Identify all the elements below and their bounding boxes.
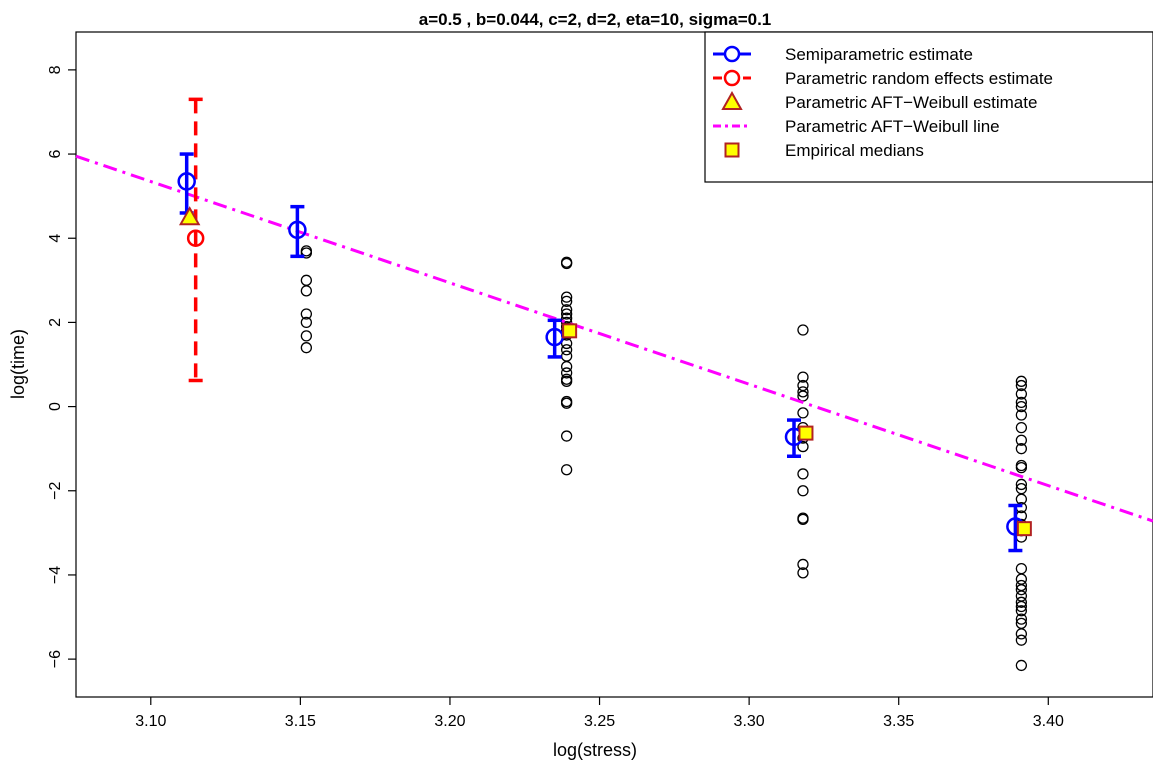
- x-tick-label: 3.30: [734, 713, 765, 730]
- observation-point: [1015, 605, 1028, 617]
- observation-point: [1015, 388, 1028, 400]
- x-axis-label: log(stress): [553, 740, 637, 760]
- empirical-median-point: [1016, 521, 1032, 537]
- observation-point: [300, 308, 313, 320]
- empirical-median-point: [798, 425, 814, 441]
- legend-label: Empirical medians: [785, 141, 924, 160]
- observation-point: [797, 468, 809, 480]
- observation-point: [797, 371, 809, 383]
- observation-point: [797, 485, 809, 497]
- observation-point: [560, 464, 573, 476]
- observation-point: [1015, 634, 1028, 646]
- y-tick-label: 4: [47, 234, 64, 243]
- y-tick-label: −4: [47, 566, 64, 584]
- observation-point: [300, 342, 313, 354]
- observation-point: [797, 386, 809, 398]
- observation-point: [560, 375, 573, 387]
- observation-point: [1015, 596, 1028, 608]
- legend: Semiparametric estimate Parametric random…: [704, 31, 1153, 183]
- plot-area-frame: [75, 31, 1153, 698]
- y-tick-label: −6: [47, 650, 64, 668]
- legend-swatch-marker: [724, 142, 740, 158]
- observation-point: [560, 397, 573, 409]
- observation-point: [300, 330, 313, 342]
- data-marks: [75, 97, 1153, 672]
- observation-point: [1015, 613, 1028, 625]
- semiparametric-point: [288, 220, 307, 240]
- x-tick-label: 3.35: [883, 713, 914, 730]
- observation-point: [560, 304, 573, 316]
- legend-label: Parametric random effects estimate: [785, 69, 1053, 88]
- observation-point: [1015, 379, 1028, 392]
- x-tick-label: 3.25: [584, 713, 615, 730]
- observation-point: [560, 295, 573, 308]
- chart-title: a=0.5 , b=0.044, c=2, d=2, eta=10, sigma…: [419, 10, 772, 29]
- y-axis-label: log(time): [8, 329, 28, 399]
- observation-point: [797, 558, 809, 571]
- empirical-median-point: [562, 323, 578, 339]
- observation-point: [797, 440, 809, 453]
- legend-swatch-marker: [723, 45, 741, 63]
- observation-point: [300, 285, 313, 297]
- observation-point: [1015, 600, 1028, 613]
- observation-point: [797, 324, 809, 336]
- observation-point: [1015, 421, 1028, 434]
- legend-label: Parametric AFT−Weibull estimate: [785, 93, 1037, 112]
- legend-swatch-marker: [721, 90, 743, 110]
- x-tick-label: 3.20: [434, 713, 465, 730]
- observation-point: [1015, 396, 1028, 409]
- observation-point: [1015, 461, 1028, 474]
- observation-point: [560, 291, 573, 303]
- observation-point: [1015, 375, 1028, 387]
- observation-point: [300, 316, 313, 329]
- semiparametric-point: [177, 172, 196, 191]
- observation-point: [560, 337, 573, 350]
- observation-point: [1015, 400, 1028, 413]
- y-tick-label: −2: [47, 482, 64, 500]
- aft-weibull-estimate-point: [178, 206, 201, 226]
- observation-point: [1015, 409, 1028, 421]
- observation-point: [1015, 584, 1028, 596]
- observation-point: [1015, 443, 1028, 455]
- observation-point: [560, 344, 573, 356]
- legend-label: Parametric AFT−Weibull line: [785, 117, 1000, 136]
- axes: 3.10 3.15 3.20 3.25 3.30 3.35 3.40 −6 −4 −2 0 2 4 6 8: [47, 65, 1064, 730]
- legend-swatch-marker: [723, 69, 741, 87]
- observation-point: [797, 513, 809, 526]
- x-tick-label: 3.10: [135, 713, 166, 730]
- observation-point: [1015, 434, 1028, 446]
- y-tick-label: 0: [47, 402, 64, 411]
- observation-point: [560, 360, 573, 373]
- observation-point: [560, 312, 573, 324]
- y-tick-label: 6: [47, 150, 64, 159]
- observation-point: [560, 430, 573, 442]
- observation-point: [300, 247, 313, 259]
- observation-point: [560, 367, 573, 379]
- observation-point: [797, 407, 809, 419]
- random-effects-point: [186, 229, 205, 247]
- x-tick-label: 3.15: [285, 713, 316, 730]
- observation-point: [797, 567, 809, 579]
- legend-label: Semiparametric estimate: [785, 45, 973, 64]
- legend-box: [704, 31, 1153, 183]
- observation-point: [1015, 478, 1028, 491]
- y-tick-label: 8: [47, 65, 64, 74]
- observation-point: [1015, 659, 1028, 672]
- observation-point: [1015, 628, 1028, 640]
- y-tick-label: 2: [47, 318, 64, 327]
- observation-point: [560, 308, 573, 320]
- observation-point: [560, 257, 573, 270]
- x-tick-label: 3.40: [1033, 713, 1064, 730]
